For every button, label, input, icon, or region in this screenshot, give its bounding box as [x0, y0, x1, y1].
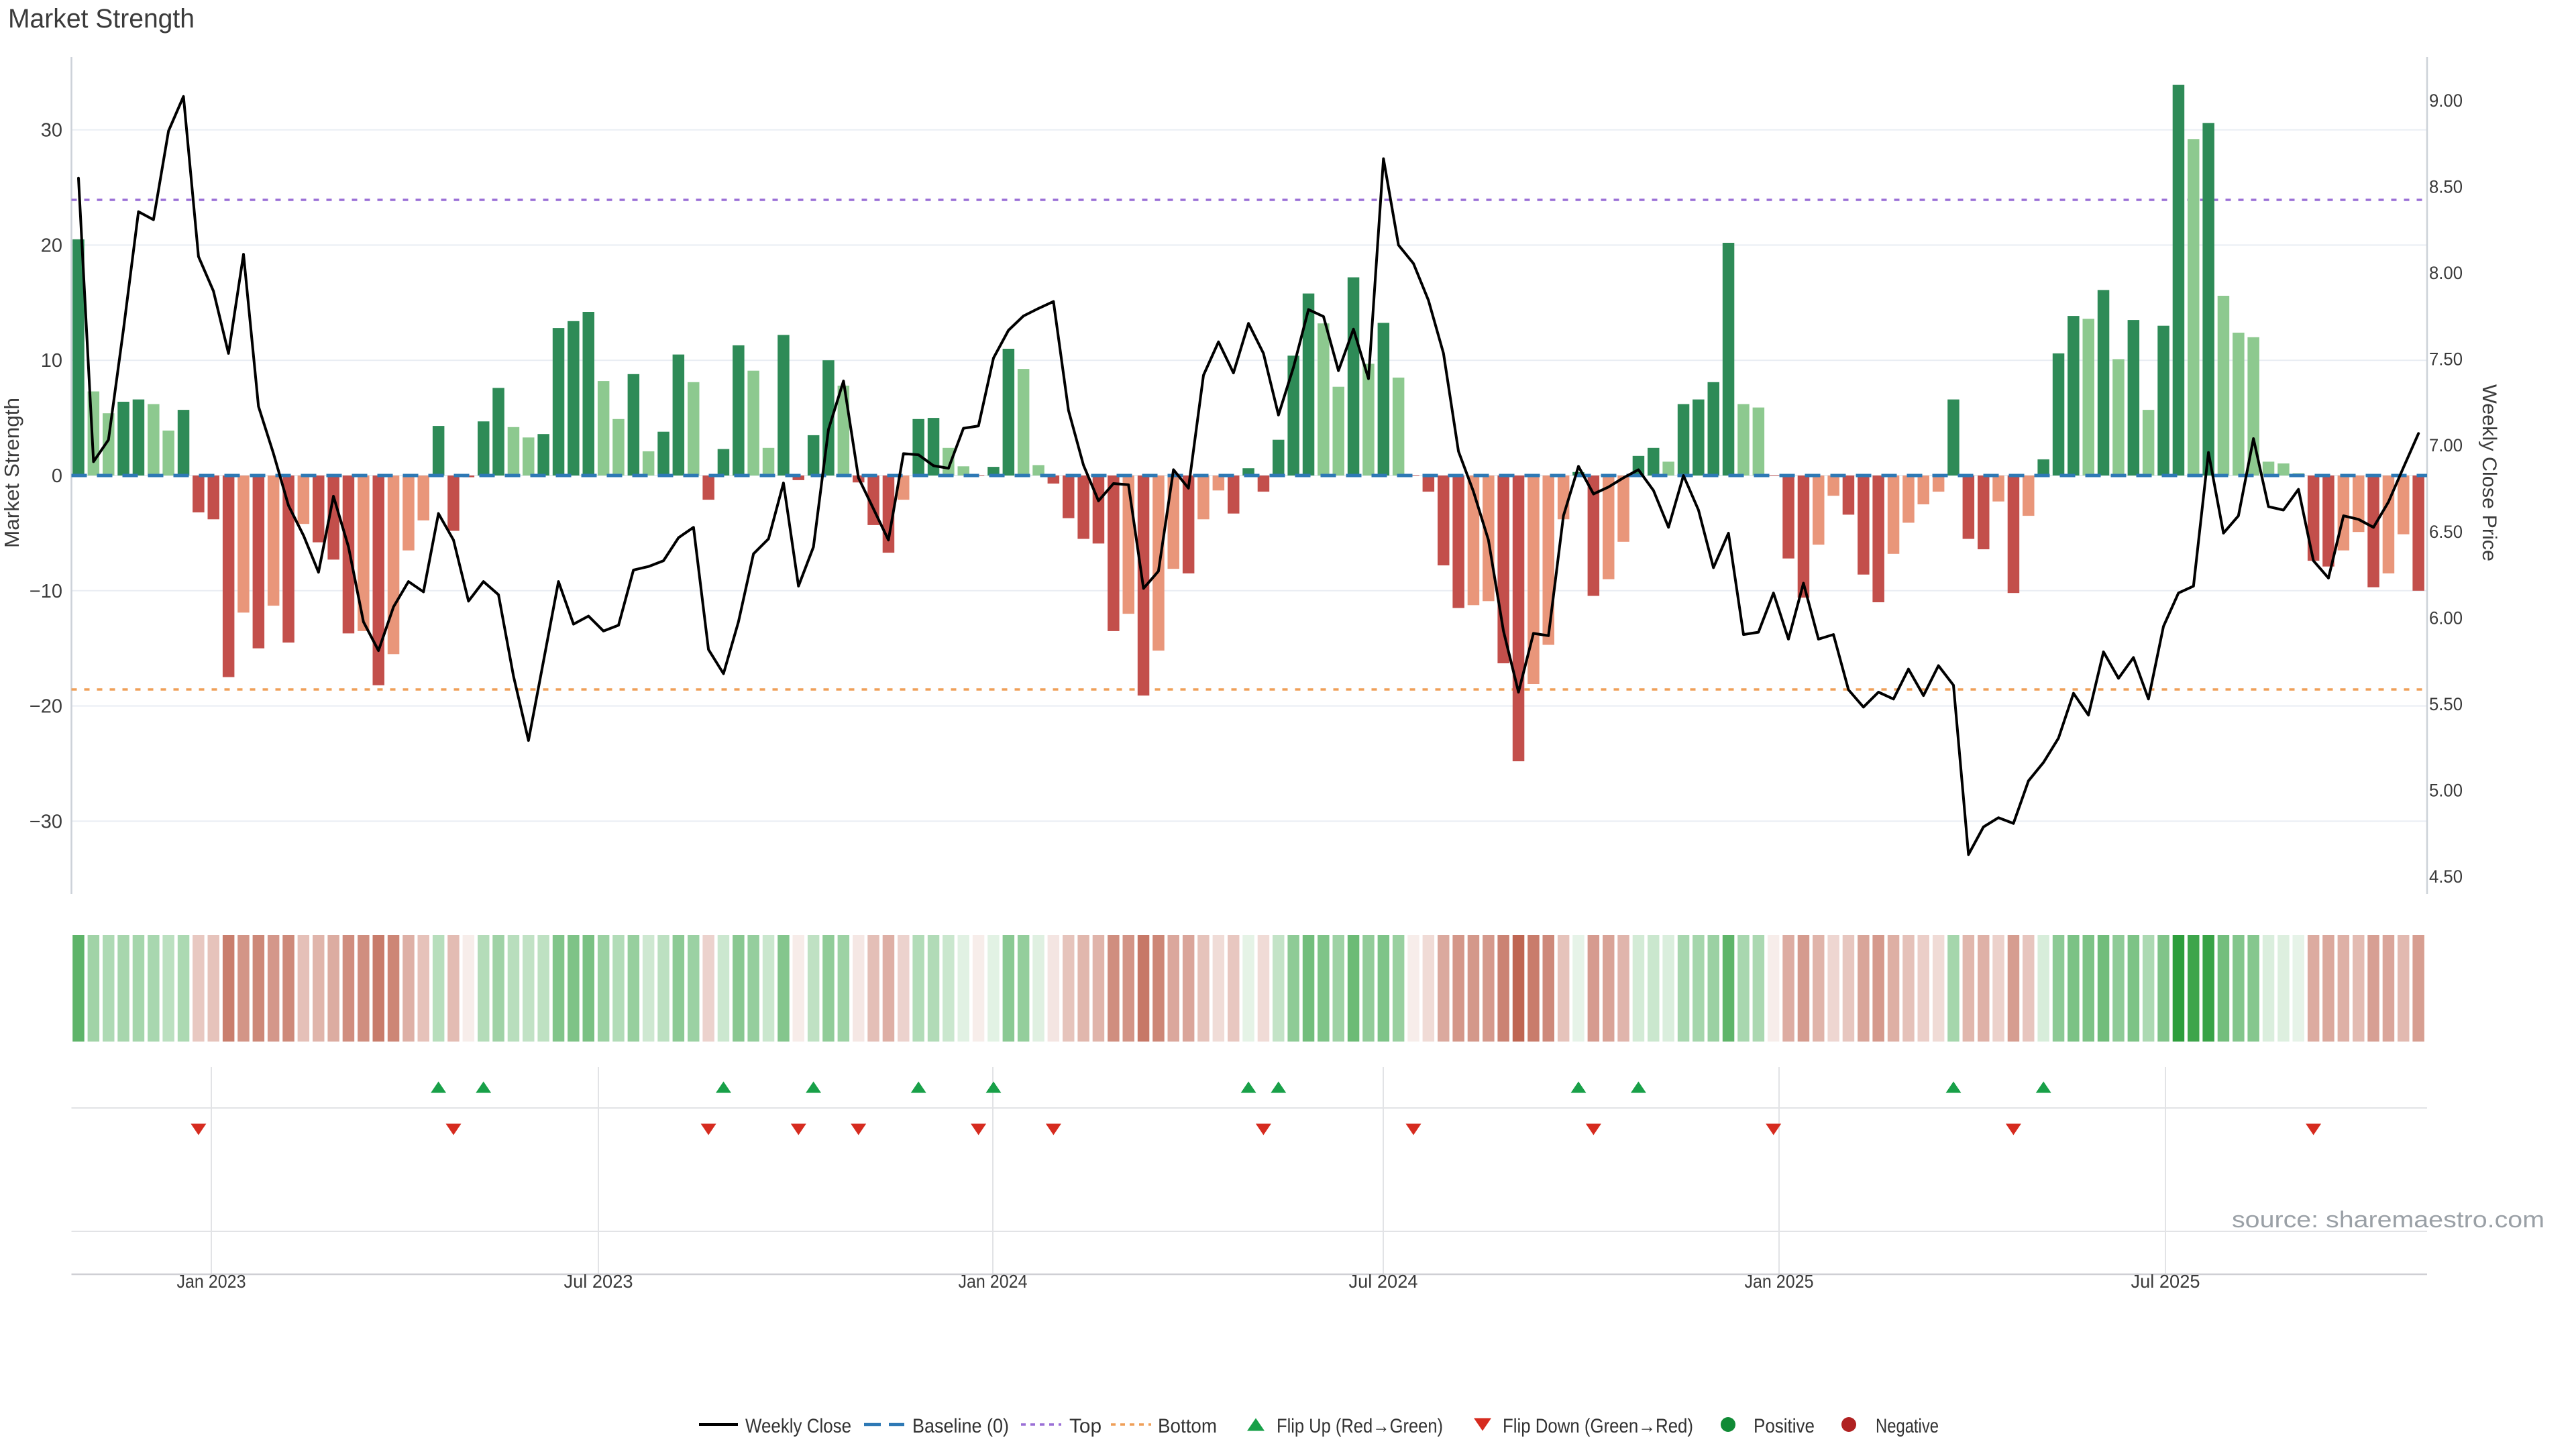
svg-text:Jul 2025: Jul 2025 [2131, 1271, 2200, 1292]
svg-text:Weekly Close Price: Weekly Close Price [2478, 384, 2500, 561]
svg-text:−30: −30 [30, 811, 62, 832]
svg-text:Positive: Positive [1754, 1415, 1815, 1437]
svg-text:source: sharemaestro.com: source: sharemaestro.com [2232, 1207, 2544, 1233]
svg-text:4.50: 4.50 [2429, 867, 2463, 887]
svg-text:Baseline (0): Baseline (0) [912, 1415, 1009, 1437]
svg-text:Negative: Negative [1876, 1415, 1939, 1437]
svg-text:5.00: 5.00 [2429, 781, 2463, 801]
svg-text:30: 30 [41, 120, 62, 142]
svg-text:−20: −20 [30, 696, 62, 718]
svg-text:Jan 2024: Jan 2024 [959, 1271, 1028, 1292]
svg-text:0: 0 [52, 465, 62, 487]
svg-text:Top: Top [1069, 1415, 1102, 1437]
svg-text:6.00: 6.00 [2429, 608, 2463, 628]
svg-text:Jul 2024: Jul 2024 [1349, 1271, 1418, 1292]
svg-text:6.50: 6.50 [2429, 522, 2463, 542]
svg-text:8.00: 8.00 [2429, 263, 2463, 283]
svg-text:Flip Down (Green→Red): Flip Down (Green→Red) [1503, 1415, 1693, 1437]
svg-text:Jan 2025: Jan 2025 [1745, 1271, 1814, 1292]
svg-text:Market Strength: Market Strength [0, 398, 23, 548]
svg-text:Weekly Close: Weekly Close [745, 1415, 851, 1437]
svg-text:10: 10 [41, 350, 62, 372]
svg-text:Jul 2023: Jul 2023 [564, 1271, 633, 1292]
svg-text:Flip Up (Red→Green): Flip Up (Red→Green) [1277, 1415, 1443, 1437]
svg-text:Bottom: Bottom [1158, 1415, 1217, 1437]
svg-text:20: 20 [41, 235, 62, 256]
svg-text:Market Strength: Market Strength [8, 4, 195, 34]
svg-text:7.00: 7.00 [2429, 435, 2463, 455]
svg-text:8.50: 8.50 [2429, 176, 2463, 197]
svg-text:7.50: 7.50 [2429, 349, 2463, 370]
svg-text:−10: −10 [30, 581, 62, 602]
svg-text:Jan 2023: Jan 2023 [177, 1271, 246, 1292]
svg-text:5.50: 5.50 [2429, 694, 2463, 714]
svg-text:9.00: 9.00 [2429, 91, 2463, 111]
